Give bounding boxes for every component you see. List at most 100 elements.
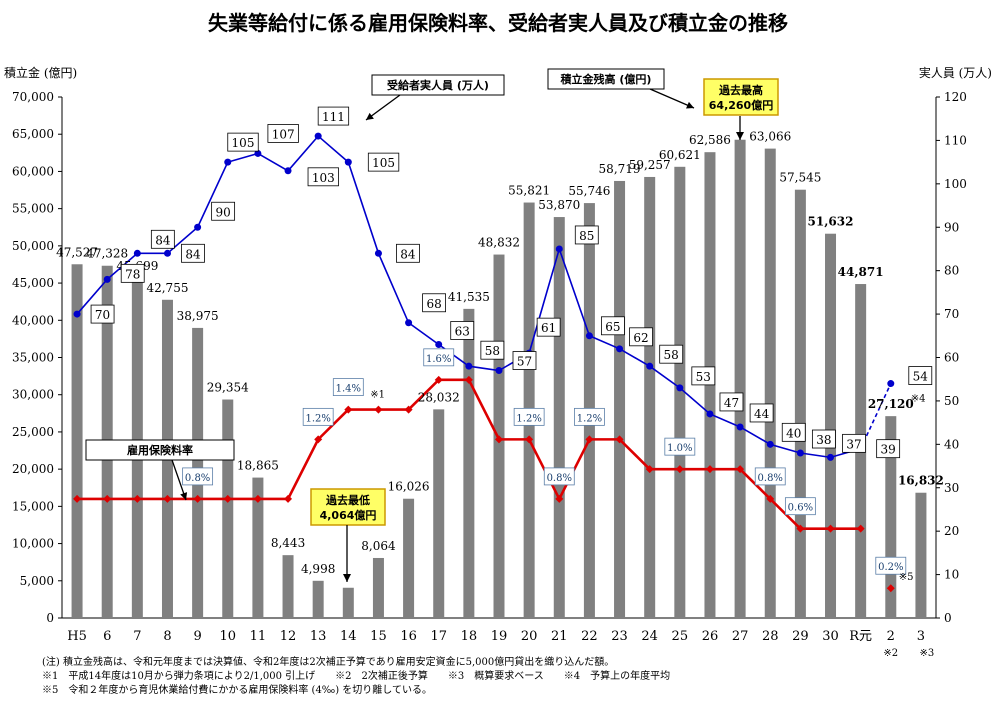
recipients-point bbox=[284, 167, 292, 175]
rate-point bbox=[103, 494, 112, 503]
x-tick-label: 24 bbox=[641, 629, 658, 644]
callout-high-arrowhead bbox=[736, 132, 744, 140]
y-right-tick-label: 60 bbox=[944, 351, 959, 365]
y-right-tick-label: 20 bbox=[944, 524, 959, 538]
x-tick-label: R元 bbox=[849, 629, 872, 644]
recipients-label-box bbox=[876, 439, 901, 459]
rate-label: 1.2% bbox=[305, 413, 330, 424]
recipients-label: 61 bbox=[541, 321, 556, 335]
bar bbox=[372, 557, 384, 618]
rate-point bbox=[886, 584, 895, 593]
bar-value-label: 60,621 bbox=[659, 148, 701, 162]
rate-label-box bbox=[182, 467, 214, 486]
rate-point bbox=[344, 405, 353, 414]
rate-point bbox=[314, 435, 323, 444]
bar bbox=[403, 498, 415, 618]
y-left-tick-label: 25,000 bbox=[12, 425, 54, 439]
recipients-label-box bbox=[90, 304, 115, 324]
y-right-tick-label: 80 bbox=[944, 264, 959, 278]
bars bbox=[71, 139, 927, 619]
recipients-label: 105 bbox=[232, 136, 255, 150]
bar bbox=[553, 217, 565, 618]
legend-reserve-arrow bbox=[649, 88, 695, 109]
legend-rate-arrowhead bbox=[180, 492, 188, 500]
bar bbox=[252, 477, 264, 618]
rate-label: 0.8% bbox=[547, 473, 572, 484]
rate-point bbox=[284, 494, 293, 503]
x-tick-label: H5 bbox=[67, 629, 87, 644]
bar bbox=[71, 264, 83, 618]
recipients-point bbox=[314, 132, 322, 140]
rate-label: 1.0% bbox=[667, 443, 692, 454]
recipients-label-box bbox=[842, 433, 866, 453]
recipients-point bbox=[465, 362, 473, 370]
recipients-label-box bbox=[908, 366, 933, 385]
x-tick-label: 19 bbox=[491, 629, 508, 644]
recipients-label-box bbox=[512, 351, 537, 370]
callout-low-line2: 4,064億円 bbox=[320, 508, 377, 522]
bar bbox=[825, 233, 837, 619]
recipients-label: 47 bbox=[724, 396, 739, 410]
rate-point bbox=[253, 494, 262, 503]
rate-point bbox=[374, 405, 383, 414]
rate-point bbox=[796, 524, 805, 533]
x-tick-label: 3 bbox=[917, 629, 925, 644]
mark-5: ※5 bbox=[899, 572, 914, 583]
rate-label-box bbox=[302, 407, 334, 426]
y-right-tick-label: 110 bbox=[944, 133, 967, 147]
bar-value-label: 59,257 bbox=[629, 158, 671, 172]
recipients-label: 44 bbox=[754, 407, 770, 421]
recipients-label: 57 bbox=[517, 355, 532, 369]
y-left-tick-label: 20,000 bbox=[12, 462, 54, 476]
rate-label: 0.8% bbox=[185, 473, 210, 484]
mark-2: ※2 bbox=[883, 648, 898, 659]
recipients-label: 84 bbox=[400, 247, 416, 261]
x-tick-label: 12 bbox=[280, 629, 297, 644]
x-tick-label: 18 bbox=[461, 629, 478, 644]
callout-low-line1: 過去最低 bbox=[325, 493, 370, 507]
rate-point bbox=[675, 465, 684, 474]
recipients-point bbox=[585, 332, 593, 340]
recipients-label-box bbox=[629, 327, 653, 347]
rate-point bbox=[404, 405, 413, 414]
recipients-label-box bbox=[536, 317, 561, 337]
rate-label-box bbox=[574, 407, 605, 426]
callout-high-line1: 過去最高 bbox=[718, 83, 763, 97]
rate-label: 0.2% bbox=[878, 562, 903, 573]
labels: 47,52747,32845,69942,75538,97529,35418,8… bbox=[56, 106, 944, 659]
y-left-label: 積立金 (億円) bbox=[4, 65, 77, 80]
y-right-tick-label: 40 bbox=[944, 437, 959, 451]
y-right-tick-label: 100 bbox=[944, 177, 967, 191]
bar bbox=[614, 180, 626, 618]
rate-point bbox=[525, 435, 534, 444]
recipients-label: 78 bbox=[125, 267, 140, 281]
rate-point bbox=[193, 494, 202, 503]
rate-label-box bbox=[754, 467, 786, 486]
y-right-tick-label: 70 bbox=[944, 307, 959, 321]
lines bbox=[73, 132, 895, 593]
rate-point bbox=[163, 494, 172, 503]
footnote-3: ※5 令和２年度から育児休業給付費にかかる雇用保険料率 (4‰) を切り離してい… bbox=[42, 685, 433, 696]
recipients-label-box bbox=[367, 152, 400, 172]
rate-point bbox=[555, 494, 564, 503]
rate-point bbox=[585, 435, 594, 444]
recipients-label: 54 bbox=[913, 370, 929, 384]
callout-low-box bbox=[310, 488, 386, 526]
recipients-label: 58 bbox=[485, 344, 500, 358]
y-left-tick-label: 70,000 bbox=[12, 90, 54, 104]
y-right-tick-label: 0 bbox=[944, 611, 952, 625]
y-right-tick-label: 50 bbox=[944, 394, 959, 408]
rate-label-box bbox=[875, 556, 907, 575]
bar bbox=[764, 148, 776, 618]
recipients-point bbox=[73, 310, 81, 318]
recipients-point bbox=[224, 158, 232, 166]
recipients-label: 103 bbox=[312, 171, 335, 185]
recipients-point bbox=[736, 423, 744, 431]
recipients-label-box bbox=[574, 225, 599, 245]
rate-point bbox=[736, 465, 745, 474]
bar-value-label: 57,545 bbox=[779, 171, 821, 185]
recipients-point bbox=[676, 384, 684, 392]
bar-value-label: 29,354 bbox=[207, 381, 249, 395]
rate-point bbox=[223, 494, 232, 503]
x-tick-label: 8 bbox=[163, 629, 171, 644]
